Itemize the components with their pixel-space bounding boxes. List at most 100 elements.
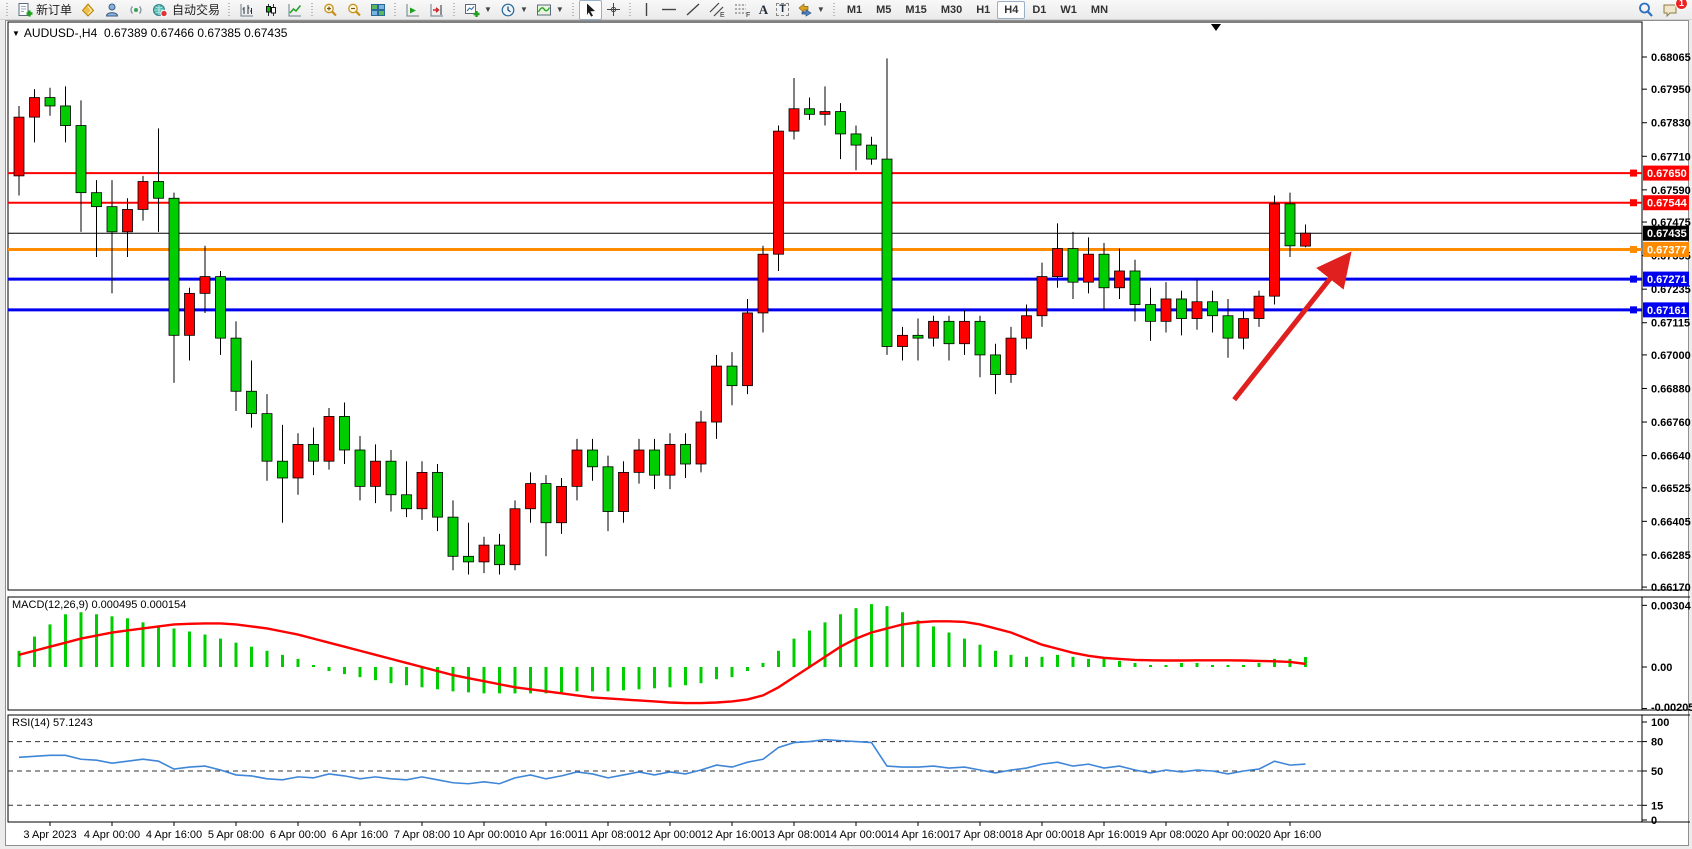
line-chart-mode-button[interactable] [283,0,307,20]
equidistant-channel-icon: E [709,2,725,18]
time-axis[interactable]: 3 Apr 2023 4 Apr 00:00 4 Apr 16:00 5 Apr 08… [23,822,1321,841]
chart-shift-marker[interactable] [1211,24,1221,31]
template-button[interactable]: ▼ [532,0,568,20]
new-chart-button[interactable]: ▼ [460,0,496,20]
horizontal-line-icon [661,8,676,11]
candle-body [168,197,180,336]
zoom-in-button[interactable] [318,0,342,20]
broadcast-icon [130,5,142,14]
price-tick-label: 0.67710 [1651,151,1691,163]
arrows-tool-button[interactable]: ▼ [793,0,829,20]
cursor-tool-button[interactable] [578,0,602,20]
tab-h4[interactable]: H4 [997,0,1026,19]
collapse-triangle-icon[interactable]: ▼ [12,29,20,38]
toolbar-grip[interactable] [569,2,577,17]
price-label-text: 0.67161 [1647,305,1687,317]
fibo-letter: F [746,12,750,18]
toolbar-grip[interactable] [4,2,11,17]
candles [13,58,1311,575]
vertical-line-tool-button[interactable] [636,0,657,20]
hline-handle[interactable] [1630,169,1637,177]
hline-handle[interactable] [1630,275,1637,283]
toolbar-grip[interactable] [226,2,234,17]
toolbar-grip[interactable] [626,2,634,17]
hline-handle[interactable] [1630,245,1637,253]
fibonacci-tool-button[interactable]: F [730,0,755,20]
tab-m15[interactable]: M15 [905,3,927,16]
candle-body [1222,315,1234,339]
trendline-tool-button[interactable] [681,0,705,20]
price-label-bg [1643,241,1689,257]
notifications-button[interactable]: 1 [1658,0,1688,20]
signal-button[interactable] [124,0,148,20]
candle-body [1207,301,1218,317]
candle-body [509,508,521,566]
candle-body [91,192,102,208]
gold-brush-icon [81,2,95,17]
trend-arrow-annotation[interactable] [1232,251,1352,402]
candle-body [633,449,645,473]
toolbar-grip[interactable] [830,2,838,17]
hline-handle[interactable] [1630,306,1637,314]
dropdown-caret-icon: ▼ [484,5,492,14]
candle-body [556,485,567,524]
person-icon [106,3,119,16]
time-tick-label: 14 Apr 16:00 [887,829,949,841]
auto-scroll-button[interactable] [401,0,425,20]
candlestick-icon [266,3,277,16]
rsi-tick-label: 100 [1651,717,1669,729]
candlestick-mode-button[interactable] [259,0,283,20]
text-tool-icon: A [758,2,769,17]
time-tick-label: 18 Apr 00:00 [1011,829,1073,841]
new-order-button[interactable]: 新订单 [13,0,76,20]
bar-chart-mode-button[interactable] [235,0,259,20]
text-label-icon: T [776,3,789,16]
tab-h1[interactable]: H1 [976,3,991,16]
crosshair-tool-button[interactable] [602,0,625,20]
tab-w1[interactable]: W1 [1060,3,1077,16]
price-tick-label: 0.66880 [1651,383,1691,395]
macd-label: MACD(12,26,9) 0.000495 0.000154 [12,599,187,611]
period-button[interactable]: ▼ [496,0,532,20]
auto-trading-button[interactable]: 自动交易 [148,0,224,20]
search-button[interactable] [1633,0,1658,20]
styler-button[interactable] [76,0,100,20]
toolbar-grip[interactable] [451,2,459,17]
horizontal-line-tool-button[interactable] [657,0,681,20]
channel-tool-button[interactable]: E [705,0,730,20]
tab-m5[interactable]: M5 [876,3,892,16]
tab-m1[interactable]: M1 [846,3,863,16]
dropdown-caret-icon: ▼ [816,5,825,14]
text-label-tool-button[interactable]: T [772,0,793,20]
candle-body [912,334,924,339]
candle-body [742,312,753,387]
timeframe-group: M1 M5 M15 M30 H1 H4 D1 W1 MN [840,0,1115,19]
toolbar-grip[interactable] [309,2,317,17]
candle-body [137,181,149,210]
community-button[interactable] [100,0,124,20]
tab-mn[interactable]: MN [1090,3,1109,16]
chart-shift-button[interactable] [425,0,449,20]
clock-icon [501,3,515,16]
candle-body [385,460,397,496]
price-label-bg [1643,271,1689,287]
toolbar-grip[interactable] [392,2,400,17]
price-tick-label: 0.67000 [1651,350,1691,362]
auto-trading-icon [153,3,168,17]
candle-body [354,449,366,487]
candle-body [757,253,769,314]
candle-body [153,181,164,199]
candle-body [44,97,56,107]
price-axis[interactable]: 0.68065 0.67950 0.67830 0.67710 0.67590 0.674… [1642,52,1691,594]
tab-d1[interactable]: D1 [1032,3,1047,16]
tab-m30[interactable]: M30 [940,3,963,16]
hline-handle[interactable] [1630,199,1637,207]
candle-body [199,276,211,294]
text-tool-button[interactable]: A [755,0,772,20]
candle-body [122,209,133,233]
zoom-out-button[interactable] [342,0,366,20]
price-label-text: 0.67650 [1647,168,1687,180]
tile-windows-button[interactable] [366,0,390,20]
price-tick-label: 0.67830 [1651,118,1691,130]
